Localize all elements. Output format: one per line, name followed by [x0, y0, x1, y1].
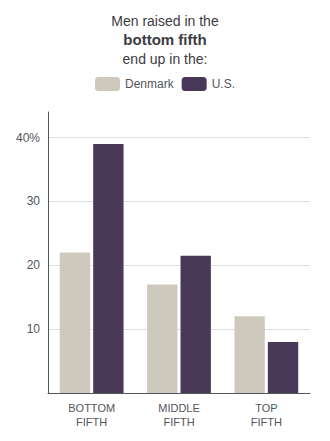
svg-text:BOTTOM: BOTTOM — [68, 402, 115, 414]
svg-text:FIFTH: FIFTH — [163, 416, 194, 428]
svg-text:40%: 40% — [16, 131, 40, 145]
svg-text:MIDDLE: MIDDLE — [158, 402, 200, 414]
svg-text:TOP: TOP — [255, 402, 277, 414]
svg-text:Men raised in the: Men raised in the — [111, 13, 219, 29]
svg-text:FIFTH: FIFTH — [76, 416, 107, 428]
svg-text:30: 30 — [27, 194, 41, 208]
svg-text:Denmark: Denmark — [125, 77, 175, 91]
svg-text:U.S.: U.S. — [212, 77, 235, 91]
svg-text:end up in the:: end up in the: — [123, 51, 208, 67]
svg-text:20: 20 — [27, 258, 41, 272]
svg-text:bottom fifth: bottom fifth — [123, 31, 206, 48]
svg-text:FIFTH: FIFTH — [251, 416, 282, 428]
svg-text:10: 10 — [27, 322, 41, 336]
